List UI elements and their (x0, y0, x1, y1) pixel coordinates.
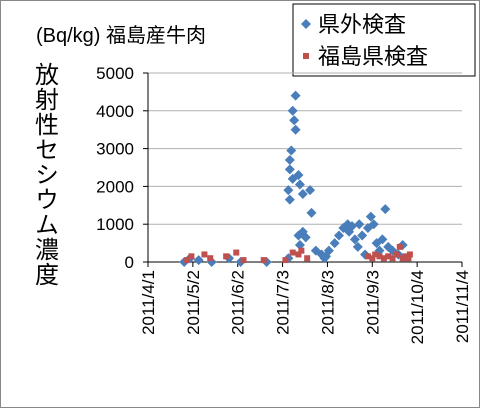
y-tick-label: 5000 (96, 64, 134, 83)
point (393, 251, 400, 258)
x-tick-label: 2011/11/4 (453, 270, 472, 343)
point (406, 251, 413, 258)
point (357, 230, 368, 241)
x-tick-label: 2011/6/2 (229, 270, 248, 335)
point (385, 253, 392, 260)
x-tick-label: 2011/9/3 (363, 270, 382, 335)
point (329, 238, 340, 249)
y-tick-label: 3000 (96, 140, 134, 159)
point (289, 115, 300, 126)
x-tick-label: 2011/7/3 (274, 270, 293, 335)
point (298, 247, 305, 254)
point (286, 145, 297, 156)
point (380, 204, 391, 215)
y-tick-label: 4000 (96, 102, 134, 121)
point (188, 253, 195, 260)
legend-marker (301, 19, 311, 29)
y-tick-label: 2000 (96, 177, 134, 196)
y-axis-label: 放射性セシウム濃度 (31, 62, 59, 287)
point (354, 219, 365, 230)
point (295, 251, 302, 258)
point (290, 124, 301, 135)
chart-title: (Bq/kg) 福島産牛肉 (36, 24, 206, 47)
point (365, 211, 376, 222)
point (193, 255, 204, 266)
point (300, 232, 311, 243)
point (376, 253, 383, 260)
point (352, 241, 363, 252)
point (297, 188, 308, 199)
point (323, 245, 334, 256)
point (305, 185, 316, 196)
point (184, 257, 191, 264)
point (207, 255, 214, 262)
point (284, 154, 295, 165)
point (396, 243, 403, 250)
point (223, 253, 230, 260)
point (389, 255, 396, 262)
point (405, 255, 412, 262)
point (347, 221, 358, 232)
point (294, 179, 305, 190)
point (304, 255, 311, 262)
point (294, 239, 305, 250)
point (260, 257, 267, 264)
point (293, 170, 304, 181)
x-tick-label: 2011/10/4 (408, 270, 427, 344)
point (290, 90, 301, 101)
point (368, 219, 379, 230)
point (369, 255, 376, 262)
x-tick-label: 2011/4/1 (139, 270, 158, 335)
point (233, 249, 240, 256)
y-tick-label: 0 (125, 253, 134, 272)
legend-box (292, 3, 476, 77)
point (380, 255, 387, 262)
point (289, 249, 296, 256)
y-tick-label: 1000 (96, 215, 134, 234)
point (284, 164, 295, 175)
point (377, 234, 388, 245)
point (283, 185, 294, 196)
x-tick-label: 2011/8/3 (318, 270, 337, 335)
point (240, 257, 247, 264)
point (364, 253, 371, 260)
point (284, 194, 295, 205)
point (372, 251, 379, 258)
point (306, 207, 317, 218)
point (282, 257, 289, 264)
x-tick-label: 2011/5/2 (184, 270, 203, 335)
point (201, 251, 208, 258)
point (349, 234, 360, 245)
point (287, 105, 298, 116)
legend-label: 県外検査 (318, 12, 406, 37)
point (334, 230, 345, 241)
legend-marker (303, 53, 309, 59)
legend-label: 福島県検査 (318, 44, 428, 69)
